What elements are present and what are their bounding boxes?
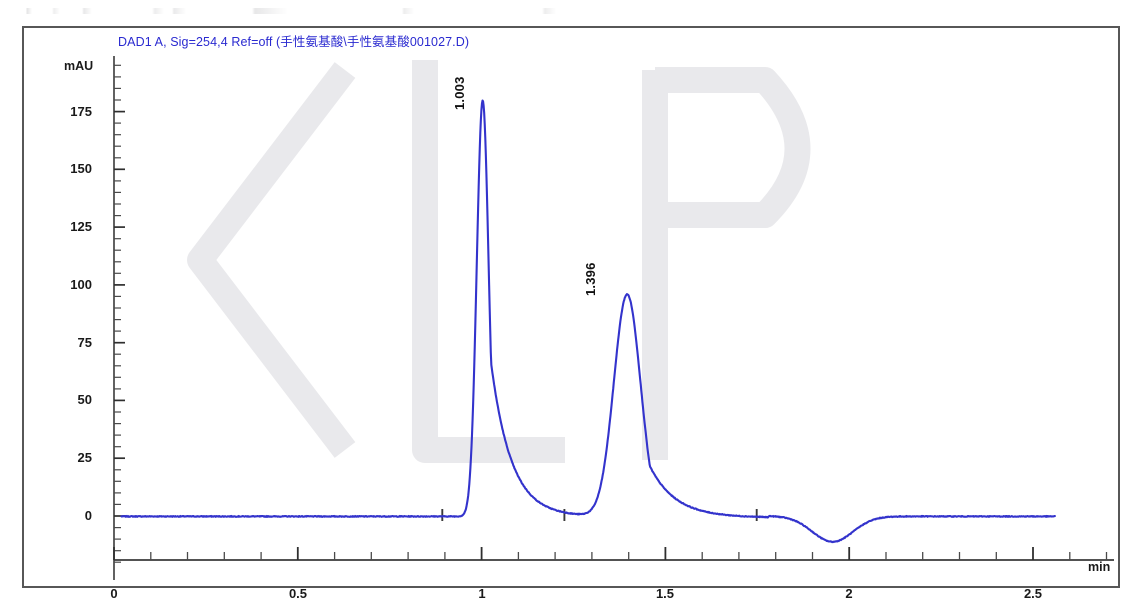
x-axis-unit-label: min — [1088, 560, 1111, 574]
chart-frame: 0 25 50 75 100 125 150 175 0 0.5 1 1.5 2… — [22, 26, 1120, 601]
x-tick-label: 2.5 — [1023, 586, 1043, 601]
y-major-ticks — [114, 110, 125, 517]
x-tick-label: 0.5 — [288, 586, 308, 601]
y-axis-unit-label: mAU — [64, 59, 94, 73]
x-tick-label: 1 — [478, 586, 486, 601]
integration-marks — [441, 509, 758, 521]
peak-label-1: 1.003 — [452, 76, 467, 110]
x-tick-label: 2 — [845, 586, 853, 601]
y-tick-label: 125 — [70, 219, 92, 234]
x-major-ticks — [113, 547, 1034, 560]
peak-label-2: 1.396 — [583, 262, 598, 296]
chromatogram-plot — [113, 56, 1114, 580]
scan-artifacts — [22, 8, 582, 14]
signal-title: DAD1 A, Sig=254,4 Ref=off (手性氨基酸\手性氨基酸00… — [118, 35, 470, 49]
chromatogram-trace — [121, 97, 815, 547]
y-tick-label: 175 — [70, 104, 92, 119]
x-minor-ticks — [150, 552, 1108, 560]
y-tick-label: 25 — [77, 450, 92, 465]
y-tick-label: 75 — [77, 335, 92, 350]
y-minor-ticks — [114, 64, 121, 563]
x-tick-label: 0 — [110, 586, 118, 601]
y-tick-label: 150 — [70, 161, 92, 176]
y-tick-label: 0 — [84, 508, 92, 523]
y-tick-label: 100 — [70, 277, 92, 292]
y-tick-label: 50 — [77, 392, 92, 407]
chromatogram-curve — [120, 99, 1056, 544]
x-tick-label: 1.5 — [655, 586, 675, 601]
